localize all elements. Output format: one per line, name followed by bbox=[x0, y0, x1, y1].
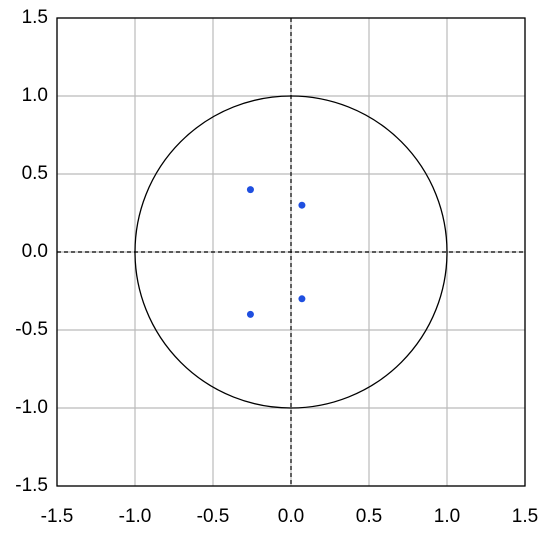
point bbox=[246, 186, 254, 194]
point bbox=[298, 201, 306, 209]
x-tick-label: 0.5 bbox=[356, 506, 382, 527]
y-tick-label: 0.5 bbox=[22, 163, 48, 184]
x-tick-label: -1.5 bbox=[41, 506, 74, 527]
y-tick-label: -0.5 bbox=[15, 319, 48, 340]
x-tick-label: 1.5 bbox=[512, 506, 538, 527]
y-tick-label: 0.0 bbox=[22, 241, 48, 262]
y-tick-label: -1.5 bbox=[15, 475, 48, 496]
y-tick-label: 1.0 bbox=[22, 85, 48, 106]
y-tick-label: -1.0 bbox=[15, 397, 48, 418]
x-tick-label: 0.0 bbox=[278, 506, 304, 527]
point bbox=[246, 310, 254, 318]
y-tick-label: 1.5 bbox=[22, 7, 48, 28]
x-tick-label: -1.0 bbox=[119, 506, 152, 527]
plot-frame bbox=[56, 17, 526, 487]
x-tick-label: -0.5 bbox=[197, 506, 230, 527]
x-tick-label: 1.0 bbox=[434, 506, 460, 527]
point bbox=[298, 295, 306, 303]
unit-circle bbox=[134, 95, 448, 409]
